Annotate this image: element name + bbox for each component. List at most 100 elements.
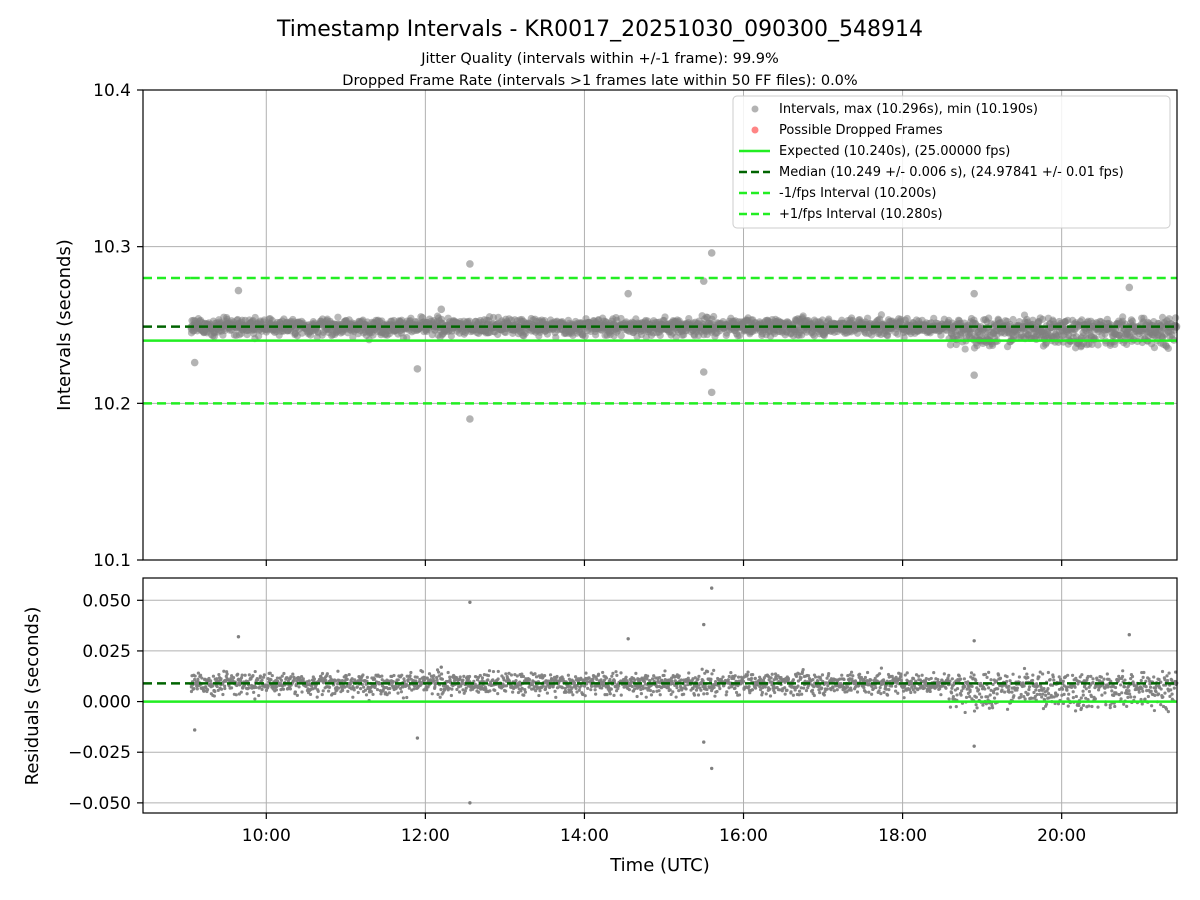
residual-point [240, 673, 244, 677]
residual-point [504, 684, 509, 688]
residual-point [710, 672, 714, 676]
residual-point [712, 668, 716, 672]
residual-point [247, 686, 251, 690]
residual-point [712, 685, 716, 689]
interval-point [1039, 315, 1047, 323]
residual-point [1061, 679, 1065, 683]
residual-point [1065, 688, 1069, 692]
residual-point [1007, 690, 1011, 694]
residual-point [639, 692, 644, 696]
residual-point [293, 690, 297, 694]
residual-point [810, 688, 815, 692]
residual-point [326, 689, 331, 693]
residual-point [1025, 672, 1029, 676]
interval-point [1150, 344, 1159, 352]
residual-point [946, 676, 950, 680]
residual-point [292, 677, 296, 681]
residuals-y-tick-label: −0.050 [68, 794, 131, 814]
residual-point [408, 674, 412, 678]
residual-point [564, 690, 568, 694]
residual-point [1047, 696, 1051, 700]
residual-point [1168, 694, 1172, 698]
residual-point [1154, 684, 1158, 688]
residual-point [966, 680, 970, 684]
residual-point [336, 669, 340, 673]
residual-point [207, 676, 211, 681]
residual-point [1005, 707, 1010, 711]
chart-subtitle-jitter: Jitter Quality (intervals within +/-1 fr… [420, 51, 779, 67]
residual-point [705, 692, 709, 696]
residual-point [496, 669, 500, 674]
residual-point [295, 693, 299, 697]
residual-point [189, 689, 194, 694]
residual-point [212, 694, 216, 698]
residual-point [1108, 706, 1112, 710]
residual-point [520, 672, 524, 676]
residual-point [727, 674, 731, 679]
residual-point [288, 687, 292, 691]
residual-point [1125, 704, 1129, 709]
residual-point [1132, 695, 1137, 699]
residual-point [746, 670, 750, 674]
residual-point [297, 685, 301, 689]
residual-point [663, 669, 667, 673]
residual-point [932, 671, 936, 675]
residual-point [300, 690, 304, 694]
residual-point [1060, 687, 1065, 691]
residual-point [458, 675, 462, 679]
residual-point [609, 687, 613, 691]
residual-point [1041, 672, 1045, 676]
residual-point [1122, 702, 1126, 706]
interval-point [552, 333, 560, 341]
residual-point [546, 679, 551, 683]
interval-point [946, 341, 955, 349]
residual-point [530, 687, 534, 691]
residual-point [705, 687, 709, 692]
residual-point [611, 671, 615, 676]
residual-point [768, 694, 773, 698]
residual-point [617, 684, 621, 688]
residual-point [996, 687, 1000, 691]
residual-point [947, 673, 951, 677]
residual-point [475, 678, 480, 682]
residual-point [832, 689, 836, 693]
residual-point [990, 706, 995, 710]
residual-point [270, 673, 274, 678]
residual-point [221, 692, 225, 697]
residual-point [593, 688, 597, 692]
residual-point [734, 690, 739, 695]
residual-point [721, 675, 725, 679]
residual-point [950, 677, 954, 681]
residual-point [881, 678, 886, 682]
residual-point [1167, 671, 1171, 675]
residual-point [258, 674, 262, 678]
residual-point [985, 675, 989, 679]
residual-point [1152, 675, 1156, 679]
residual-point [633, 678, 637, 682]
residual-point [820, 673, 825, 677]
residual-point [813, 675, 818, 679]
residual-point [657, 675, 662, 680]
residual-point [518, 680, 522, 684]
residual-point [527, 678, 532, 682]
residual-point [1129, 677, 1133, 681]
residuals-y-tick-label: 0.000 [82, 693, 131, 713]
residual-point [1090, 704, 1094, 709]
residual-point [295, 679, 299, 683]
residual-point [791, 678, 795, 682]
residual-point [1073, 685, 1077, 689]
residual-point [974, 695, 978, 699]
residuals-y-tick-label: 0.050 [82, 591, 131, 611]
residual-point [865, 670, 870, 675]
residual-point [794, 674, 799, 679]
residual-point [406, 677, 410, 682]
residual-point [1122, 685, 1127, 689]
residual-outlier-point [439, 665, 443, 669]
residual-point [388, 686, 392, 691]
residual-point [944, 686, 948, 690]
residual-point [886, 672, 891, 677]
residual-point [848, 673, 852, 677]
residual-point [909, 690, 913, 695]
residual-point [430, 692, 434, 696]
